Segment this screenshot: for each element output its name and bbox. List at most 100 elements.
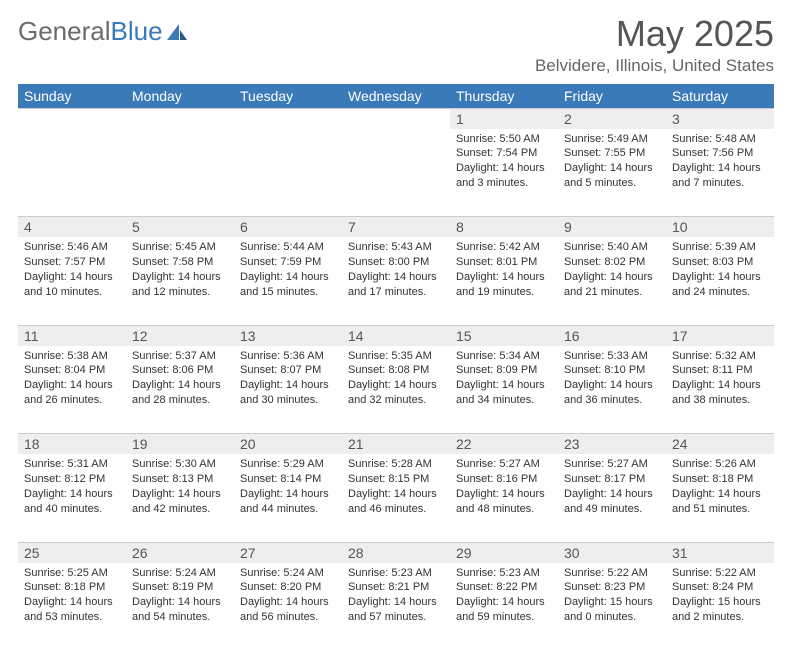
day-cell: Sunrise: 5:30 AMSunset: 8:13 PMDaylight:… xyxy=(126,454,234,542)
day-number-row: 123 xyxy=(18,108,774,129)
sunset-text: Sunset: 7:59 PM xyxy=(240,255,336,270)
daylight-text: Daylight: 14 hours and 30 minutes. xyxy=(240,378,336,408)
day-number: 2 xyxy=(558,108,666,129)
day-header: Tuesday xyxy=(234,84,342,109)
day-cell: Sunrise: 5:38 AMSunset: 8:04 PMDaylight:… xyxy=(18,346,126,434)
day-number: 9 xyxy=(558,217,666,238)
daylight-text: Daylight: 14 hours and 19 minutes. xyxy=(456,270,552,300)
daylight-text: Daylight: 14 hours and 36 minutes. xyxy=(564,378,660,408)
daylight-text: Daylight: 14 hours and 7 minutes. xyxy=(672,161,768,191)
location: Belvidere, Illinois, United States xyxy=(535,56,774,76)
sunset-text: Sunset: 8:15 PM xyxy=(348,472,444,487)
sunset-text: Sunset: 8:21 PM xyxy=(348,580,444,595)
day-number: 13 xyxy=(234,325,342,346)
sunset-text: Sunset: 8:19 PM xyxy=(132,580,228,595)
sunrise-text: Sunrise: 5:36 AM xyxy=(240,349,336,364)
day-cell: Sunrise: 5:28 AMSunset: 8:15 PMDaylight:… xyxy=(342,454,450,542)
day-cell: Sunrise: 5:24 AMSunset: 8:20 PMDaylight:… xyxy=(234,563,342,651)
sunset-text: Sunset: 8:04 PM xyxy=(24,363,120,378)
day-cell: Sunrise: 5:24 AMSunset: 8:19 PMDaylight:… xyxy=(126,563,234,651)
day-number: 25 xyxy=(18,542,126,563)
sunrise-text: Sunrise: 5:37 AM xyxy=(132,349,228,364)
day-number: 30 xyxy=(558,542,666,563)
sunrise-text: Sunrise: 5:35 AM xyxy=(348,349,444,364)
day-cell: Sunrise: 5:37 AMSunset: 8:06 PMDaylight:… xyxy=(126,346,234,434)
sunrise-text: Sunrise: 5:26 AM xyxy=(672,457,768,472)
logo-text-2: Blue xyxy=(111,16,163,47)
daylight-text: Daylight: 14 hours and 21 minutes. xyxy=(564,270,660,300)
day-number: 12 xyxy=(126,325,234,346)
calendar-table: Sunday Monday Tuesday Wednesday Thursday… xyxy=(18,84,774,651)
day-number: 20 xyxy=(234,434,342,455)
sunrise-text: Sunrise: 5:46 AM xyxy=(24,240,120,255)
day-number: 23 xyxy=(558,434,666,455)
sunrise-text: Sunrise: 5:38 AM xyxy=(24,349,120,364)
day-cell: Sunrise: 5:42 AMSunset: 8:01 PMDaylight:… xyxy=(450,237,558,325)
sunset-text: Sunset: 8:02 PM xyxy=(564,255,660,270)
sunrise-text: Sunrise: 5:42 AM xyxy=(456,240,552,255)
day-cell: Sunrise: 5:34 AMSunset: 8:09 PMDaylight:… xyxy=(450,346,558,434)
sunset-text: Sunset: 7:56 PM xyxy=(672,146,768,161)
day-number: 7 xyxy=(342,217,450,238)
header: GeneralBlue May 2025 Belvidere, Illinois… xyxy=(18,14,774,76)
sunset-text: Sunset: 8:10 PM xyxy=(564,363,660,378)
day-cell: Sunrise: 5:23 AMSunset: 8:21 PMDaylight:… xyxy=(342,563,450,651)
sunrise-text: Sunrise: 5:49 AM xyxy=(564,132,660,147)
day-cell: Sunrise: 5:50 AMSunset: 7:54 PMDaylight:… xyxy=(450,129,558,217)
sunset-text: Sunset: 8:07 PM xyxy=(240,363,336,378)
daylight-text: Daylight: 14 hours and 46 minutes. xyxy=(348,487,444,517)
sunrise-text: Sunrise: 5:45 AM xyxy=(132,240,228,255)
day-number: 15 xyxy=(450,325,558,346)
day-cell: Sunrise: 5:26 AMSunset: 8:18 PMDaylight:… xyxy=(666,454,774,542)
day-number: 26 xyxy=(126,542,234,563)
daylight-text: Daylight: 14 hours and 17 minutes. xyxy=(348,270,444,300)
daylight-text: Daylight: 14 hours and 34 minutes. xyxy=(456,378,552,408)
day-number: 1 xyxy=(450,108,558,129)
sunset-text: Sunset: 8:01 PM xyxy=(456,255,552,270)
daylight-text: Daylight: 14 hours and 59 minutes. xyxy=(456,595,552,625)
sunrise-text: Sunrise: 5:23 AM xyxy=(456,566,552,581)
day-header-row: Sunday Monday Tuesday Wednesday Thursday… xyxy=(18,84,774,109)
day-cell: Sunrise: 5:49 AMSunset: 7:55 PMDaylight:… xyxy=(558,129,666,217)
day-number xyxy=(126,108,234,129)
sunset-text: Sunset: 8:11 PM xyxy=(672,363,768,378)
day-cell: Sunrise: 5:44 AMSunset: 7:59 PMDaylight:… xyxy=(234,237,342,325)
sunset-text: Sunset: 8:20 PM xyxy=(240,580,336,595)
day-number: 11 xyxy=(18,325,126,346)
day-number-row: 18192021222324 xyxy=(18,434,774,455)
day-number-row: 25262728293031 xyxy=(18,542,774,563)
day-number: 28 xyxy=(342,542,450,563)
daylight-text: Daylight: 15 hours and 0 minutes. xyxy=(564,595,660,625)
daylight-text: Daylight: 14 hours and 28 minutes. xyxy=(132,378,228,408)
sunset-text: Sunset: 8:16 PM xyxy=(456,472,552,487)
sunrise-text: Sunrise: 5:24 AM xyxy=(240,566,336,581)
day-cell: Sunrise: 5:36 AMSunset: 8:07 PMDaylight:… xyxy=(234,346,342,434)
day-number: 31 xyxy=(666,542,774,563)
day-number: 5 xyxy=(126,217,234,238)
daylight-text: Daylight: 14 hours and 49 minutes. xyxy=(564,487,660,517)
daylight-text: Daylight: 14 hours and 54 minutes. xyxy=(132,595,228,625)
sunset-text: Sunset: 8:00 PM xyxy=(348,255,444,270)
day-header: Sunday xyxy=(18,84,126,109)
day-number xyxy=(18,108,126,129)
day-number xyxy=(342,108,450,129)
day-number: 19 xyxy=(126,434,234,455)
day-cell xyxy=(126,129,234,217)
sunrise-text: Sunrise: 5:28 AM xyxy=(348,457,444,472)
sunrise-text: Sunrise: 5:27 AM xyxy=(564,457,660,472)
daylight-text: Daylight: 14 hours and 5 minutes. xyxy=(564,161,660,191)
sunrise-text: Sunrise: 5:23 AM xyxy=(348,566,444,581)
sunrise-text: Sunrise: 5:22 AM xyxy=(564,566,660,581)
day-header: Thursday xyxy=(450,84,558,109)
sunrise-text: Sunrise: 5:22 AM xyxy=(672,566,768,581)
day-header: Monday xyxy=(126,84,234,109)
day-cell: Sunrise: 5:35 AMSunset: 8:08 PMDaylight:… xyxy=(342,346,450,434)
sunset-text: Sunset: 8:24 PM xyxy=(672,580,768,595)
daylight-text: Daylight: 14 hours and 32 minutes. xyxy=(348,378,444,408)
day-number: 6 xyxy=(234,217,342,238)
daylight-text: Daylight: 14 hours and 51 minutes. xyxy=(672,487,768,517)
sunset-text: Sunset: 8:03 PM xyxy=(672,255,768,270)
daylight-text: Daylight: 14 hours and 40 minutes. xyxy=(24,487,120,517)
sunset-text: Sunset: 7:58 PM xyxy=(132,255,228,270)
title-block: May 2025 Belvidere, Illinois, United Sta… xyxy=(535,14,774,76)
